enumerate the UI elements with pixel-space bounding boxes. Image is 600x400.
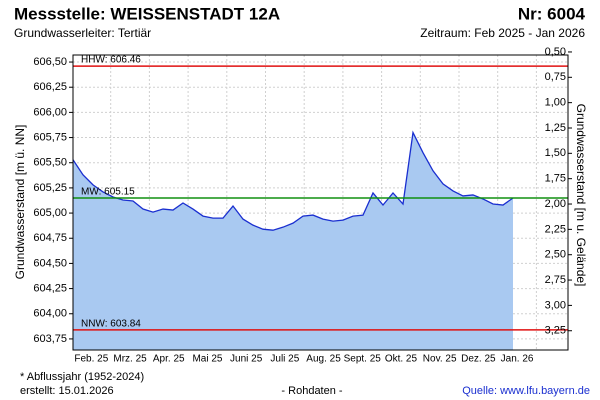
raw-data-note: - Rohdaten - [281, 385, 342, 397]
y-tick-label: 606,50 [33, 56, 67, 68]
y-tick-label: 605,25 [33, 182, 67, 194]
x-tick-label: Mrz. 25 [113, 354, 147, 365]
y-tick-label: 603,75 [33, 333, 67, 345]
y2-tick-label: 1,00 [545, 97, 566, 109]
x-tick-label: Feb. 25 [74, 354, 108, 365]
y2-tick-label: 2,00 [545, 198, 566, 210]
line [72, 130, 514, 231]
x-tick-label: Dez. 25 [461, 354, 496, 365]
y-tick-label: 604,50 [33, 257, 67, 269]
plot-frame [72, 54, 569, 351]
y2-tick-label: 3,00 [545, 299, 566, 311]
y2-axis-label: Grundwasserstand [m u. Gelände] [574, 104, 588, 287]
x-tick-label: Nov. 25 [423, 354, 457, 365]
y-tick-label: 605,75 [33, 131, 67, 143]
y2-tick-label: 1,75 [545, 173, 566, 185]
x-tick-label: Apr. 25 [153, 354, 185, 365]
created-date: erstellt: 15.01.2026 [20, 385, 114, 397]
period: Zeitraum: Feb 2025 - Jan 2026 [420, 26, 585, 40]
reference-label: MW: 605.15 [81, 187, 135, 198]
station-number: Nr: 6004 [518, 4, 586, 23]
y-tick-label: 604,75 [33, 232, 67, 244]
y2-tick-label: 1,50 [545, 147, 566, 159]
y2-tick-label: 0,75 [545, 71, 566, 83]
source-link[interactable]: Quelle: www.lfu.bayern.de [462, 385, 590, 397]
reference-label: HHW: 606.46 [81, 55, 141, 66]
y2-tick-label: 2,75 [545, 274, 566, 286]
y-tick-label: 605,50 [33, 157, 67, 169]
y2-tick-label: 0,50 [545, 46, 566, 58]
x-tick-label: Mai 25 [192, 354, 222, 365]
x-tick-label: Aug. 25 [306, 354, 341, 365]
subtitle: Grundwasserleiter: Tertiär [14, 26, 151, 40]
x-tick-label: Sept. 25 [344, 354, 382, 365]
x-tick-label: Jan. 26 [501, 354, 534, 365]
x-tick-label: Okt. 25 [385, 354, 418, 365]
y-tick-label: 605,00 [33, 207, 67, 219]
y2-tick-label: 1,25 [545, 122, 566, 134]
reference-label: NNW: 603.84 [81, 319, 141, 330]
area [73, 132, 513, 350]
footnote: * Abflussjahr (1952-2024) [20, 371, 144, 383]
y2-tick-label: 2,25 [545, 223, 566, 235]
chart-title: Messstelle: WEISSENSTADT 12A [14, 4, 280, 23]
x-tick-label: Juli 25 [270, 354, 299, 365]
y-tick-label: 606,25 [33, 81, 67, 93]
y-axis-label: Grundwasserstand [m ü. NN] [13, 125, 27, 280]
x-tick-label: Juni 25 [230, 354, 263, 365]
y2-tick-label: 2,50 [545, 249, 566, 261]
y2-tick-label: 3,25 [545, 325, 566, 337]
y-tick-label: 606,00 [33, 106, 67, 118]
y-tick-label: 604,25 [33, 282, 67, 294]
y-tick-label: 604,00 [33, 308, 67, 320]
